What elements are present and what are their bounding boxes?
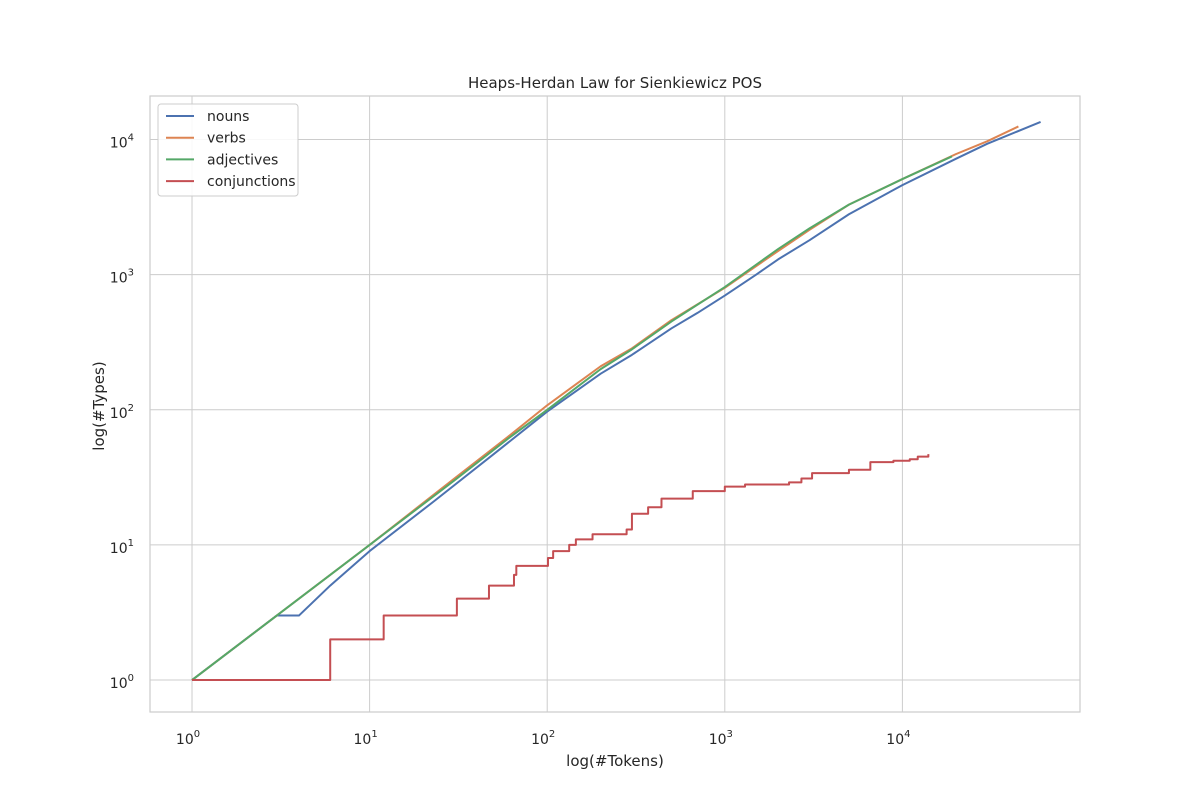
plot-area-frame	[149, 95, 1081, 713]
series-line-nouns	[191, 121, 1041, 681]
chart-title: Heaps-Herdan Law for Sienkiewicz POS	[468, 74, 762, 92]
x-tick-label: 101	[354, 729, 378, 748]
series-line-conjunctions	[192, 454, 930, 682]
y-tick-label: 104	[110, 133, 134, 152]
series-layer	[191, 121, 1041, 682]
x-tick-label: 103	[709, 729, 733, 748]
legend-label-adjectives: adjectives	[207, 152, 278, 168]
y-tick-label: 100	[110, 673, 134, 692]
y-tick-labels: 100 101 102 103 104	[110, 133, 134, 692]
y-tick-label: 101	[110, 538, 134, 557]
x-axis-title: log(#Tokens)	[566, 752, 664, 770]
y-tick-label: 102	[110, 403, 134, 422]
gridlines	[150, 96, 1080, 712]
y-tick-label: 103	[110, 268, 134, 287]
legend-label-conjunctions: conjunctions	[207, 174, 296, 190]
y-axis-title: log(#Types)	[90, 361, 108, 450]
legend-label-nouns: nouns	[207, 109, 249, 125]
x-tick-label: 100	[176, 729, 200, 748]
x-tick-labels: 100 101 102 103 104	[176, 729, 911, 748]
x-tick-label: 102	[531, 729, 555, 748]
legend-label-verbs: verbs	[207, 131, 246, 147]
legend: nouns verbs adjectives conjunctions	[157, 103, 299, 197]
series-line-adjectives	[191, 155, 953, 681]
x-tick-label: 104	[886, 729, 910, 748]
legend-box	[157, 103, 299, 197]
